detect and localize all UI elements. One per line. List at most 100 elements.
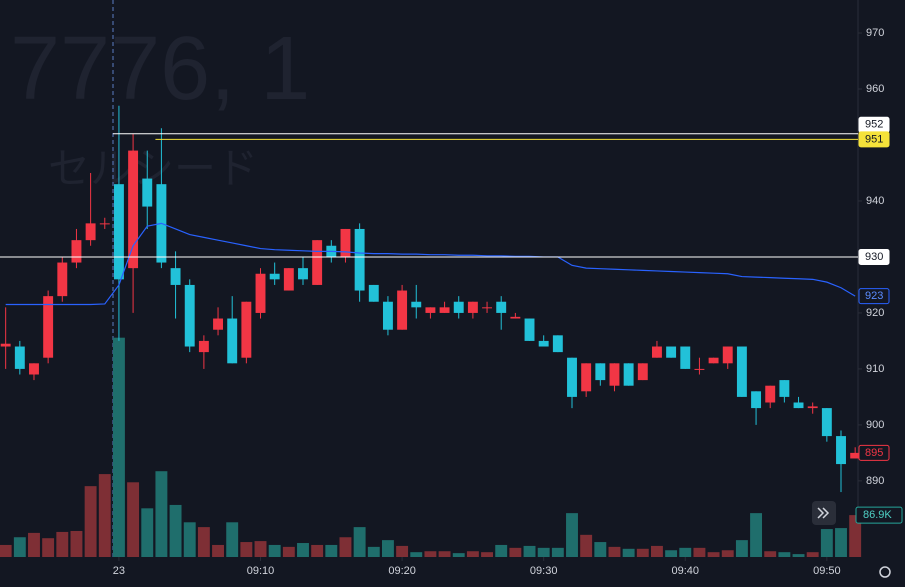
volume-bar [197, 527, 210, 557]
candle-body [198, 340, 209, 353]
volume-bar [325, 544, 338, 557]
settings-icon[interactable] [879, 566, 891, 578]
volume-bar [282, 546, 295, 557]
candle-body [637, 363, 648, 381]
candle-body [298, 268, 308, 280]
volume-bar [608, 546, 621, 557]
volume-bar [268, 544, 281, 557]
volume-bar [396, 545, 409, 557]
volume-bar [509, 547, 522, 557]
candle-body [425, 307, 436, 313]
watermark-title: 7776, 1 [10, 19, 310, 119]
volume-label-box [855, 506, 903, 524]
volume-bar [367, 546, 380, 557]
candle-body [213, 318, 223, 330]
volume-bar [835, 528, 847, 557]
candle-body [368, 284, 379, 302]
candle-body [71, 240, 82, 263]
y-tick-label: 940 [866, 195, 884, 207]
ma-last-label: 923 [865, 290, 883, 302]
candle-body [439, 307, 450, 313]
volume-bar [594, 542, 607, 557]
volume-bar [750, 513, 763, 557]
candle-body [651, 346, 662, 358]
candle-body [312, 240, 323, 285]
volume-bar [735, 540, 748, 557]
volume-bar [381, 540, 394, 557]
candle-body [14, 346, 25, 369]
candle-body [538, 340, 549, 347]
candle-body [170, 268, 181, 285]
candle-body [113, 184, 124, 280]
volume-bar [56, 531, 69, 557]
ma-last-label-box [858, 288, 890, 305]
volume-bar [523, 545, 536, 557]
candle-body [354, 228, 365, 291]
volume-bar [424, 551, 437, 557]
candle-body [779, 380, 790, 397]
candle-body [0, 343, 11, 347]
volume-bar [495, 544, 508, 557]
candle-body [227, 318, 238, 364]
candle-body [736, 346, 747, 397]
volume-bar [693, 547, 706, 557]
y-tick-label: 920 [866, 307, 884, 319]
candle-body [142, 178, 153, 207]
watermark-subtitle: セルシード [48, 145, 258, 192]
volume-bar [820, 529, 833, 557]
volume-bar [0, 544, 12, 557]
candle-body [821, 408, 832, 437]
volume-bar [254, 541, 267, 557]
volume-bar [84, 486, 97, 557]
volume-bar [849, 515, 862, 557]
x-tick-label: 09:30 [530, 565, 558, 577]
volume-bar [28, 532, 40, 557]
candle-body [482, 307, 493, 309]
y-tick-label: 900 [866, 419, 884, 431]
volume-bar [466, 551, 479, 557]
candle-body [411, 301, 422, 308]
candle-body [567, 357, 577, 397]
candle-body [694, 368, 705, 370]
volume-bar [70, 530, 83, 557]
volume-bar [13, 537, 26, 557]
candle-body [184, 284, 195, 347]
candle-body [255, 273, 266, 313]
candle-body [453, 301, 464, 313]
volume-bar [112, 337, 125, 557]
volume-bar [551, 547, 564, 557]
candle-body [57, 262, 68, 297]
x-tick-label: 09:40 [672, 565, 700, 577]
volume-bar [311, 544, 324, 557]
volume-bar [778, 552, 791, 557]
volume-bar [226, 522, 239, 557]
volume-bar [679, 547, 692, 557]
volume-bar [452, 553, 465, 557]
candle-body [623, 363, 634, 386]
candle-body [722, 346, 733, 364]
volume-bar [169, 504, 182, 557]
candle-body [510, 316, 521, 319]
y-tick-label: 960 [866, 83, 884, 95]
volume-bar [537, 547, 550, 557]
x-tick-label: 23 [113, 565, 125, 577]
candle-body [99, 223, 110, 225]
candle-body [807, 406, 818, 409]
candle-body [708, 357, 719, 364]
volume-bar [353, 527, 366, 557]
volume-bar [183, 522, 196, 557]
y-tick-label: 890 [866, 475, 884, 487]
volume-bar [98, 474, 111, 557]
candle-body [793, 402, 804, 409]
candle-body [595, 363, 606, 381]
y-tick-label: 970 [866, 27, 884, 39]
candle-body [397, 290, 408, 330]
volume-bar [665, 550, 678, 557]
volume-bar [707, 552, 720, 557]
candle-body [467, 301, 478, 313]
volume-bar [636, 548, 649, 557]
volume-bar [650, 545, 663, 557]
price-line-label: 952 [865, 119, 883, 131]
